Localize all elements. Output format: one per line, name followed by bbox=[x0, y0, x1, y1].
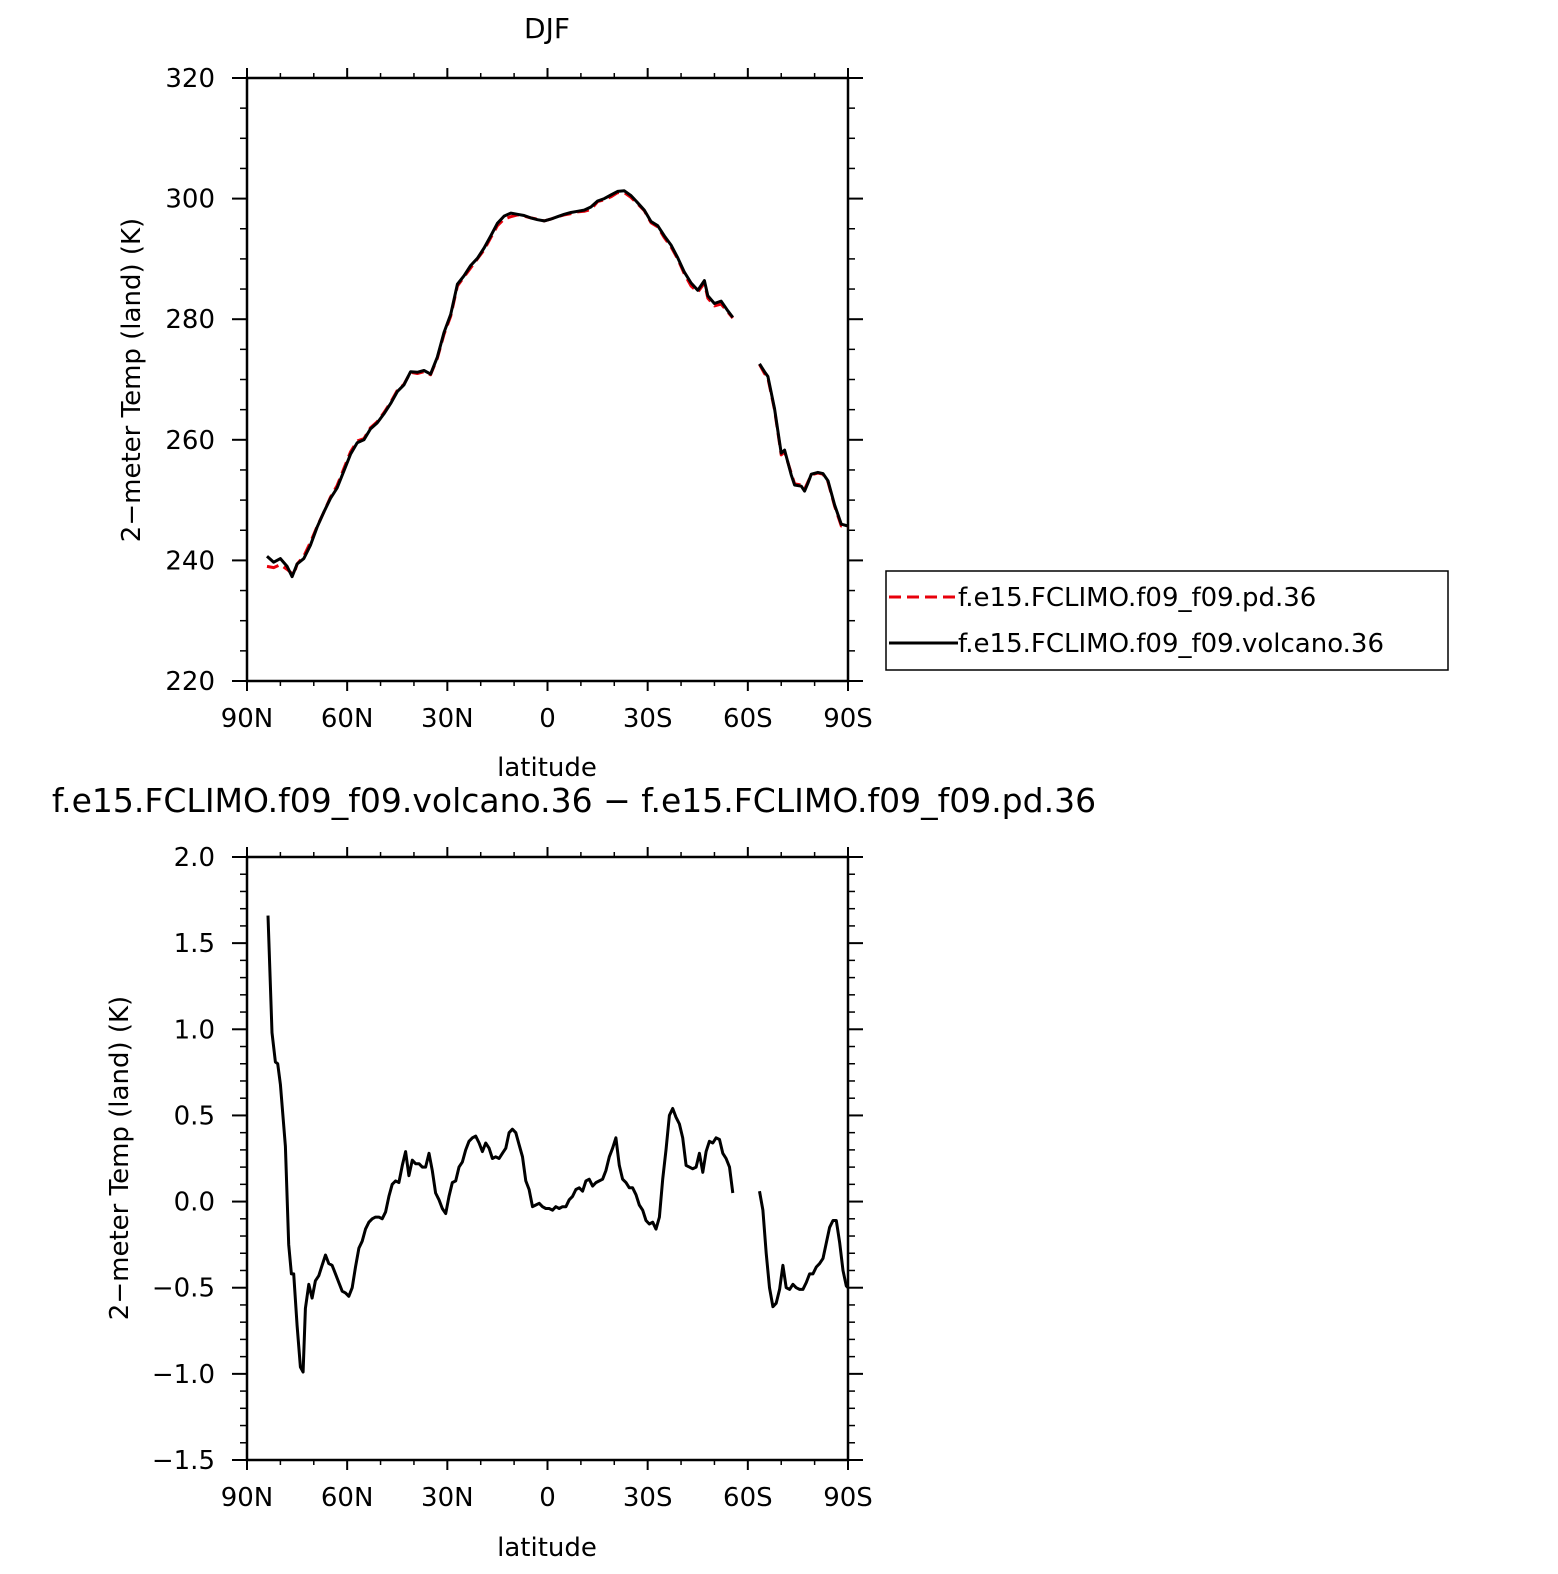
top-chart-y-tick-label: 320 bbox=[165, 64, 215, 94]
top-chart-y-axis-label: 2−meter Temp (land) (K) bbox=[117, 218, 147, 542]
bottom-chart-x-tick-label: 30N bbox=[421, 1483, 474, 1513]
bottom-chart-axes: 90N 60N 30N 0 30S 60S 90S 2.0 1.5 1.0 0.5 0.0 −0.5 −1… bbox=[152, 843, 873, 1513]
legend-label-volcano: f.e15.FCLIMO.f09_f09.volcano.36 bbox=[958, 629, 1384, 659]
top-chart-frame bbox=[245, 76, 850, 683]
bottom-chart-series-line-0 bbox=[758, 1190, 850, 1309]
bottom-chart-y-tick-label: −1.0 bbox=[152, 1360, 215, 1390]
top-chart-x-tick-label: 90S bbox=[823, 704, 873, 734]
top-chart-y-tick-label: 220 bbox=[165, 667, 215, 697]
bottom-chart-series-line-0 bbox=[266, 915, 735, 1374]
top-chart-x-tick-label: 30S bbox=[623, 704, 673, 734]
bottom-chart-x-tick-label: 0 bbox=[539, 1483, 556, 1513]
bottom-chart-x-tick-label: 30S bbox=[623, 1483, 673, 1513]
bottom-chart-x-axis-label: latitude bbox=[497, 1533, 597, 1563]
top-chart-x-tick-label: 60N bbox=[321, 704, 374, 734]
bottom-chart-panel: f.e15.FCLIMO.f09_f09.volcano.36 − f.e15.… bbox=[52, 781, 1096, 1563]
bottom-chart-title: f.e15.FCLIMO.f09_f09.volcano.36 − f.e15.… bbox=[52, 781, 1096, 820]
top-chart-panel: DJF 90N 60N 30N 0 30S 60S 90S 320 300 280 260 240 22… bbox=[117, 12, 873, 783]
top-chart-x-tick-label: 90N bbox=[221, 704, 274, 734]
bottom-chart-lines bbox=[266, 915, 850, 1374]
top-chart-x-tick-label: 60S bbox=[723, 704, 773, 734]
bottom-chart-y-tick-label: 1.0 bbox=[174, 1015, 215, 1045]
top-chart-x-tick-label: 30N bbox=[421, 704, 474, 734]
top-chart-x-axis-label: latitude bbox=[497, 753, 597, 783]
top-chart-y-tick-label: 280 bbox=[165, 305, 215, 335]
bottom-chart-y-tick-label: −0.5 bbox=[152, 1274, 215, 1304]
bottom-chart-y-tick-label: −1.5 bbox=[152, 1446, 215, 1476]
bottom-chart-x-tick-label: 90N bbox=[221, 1483, 274, 1513]
top-chart-series-line-0 bbox=[266, 191, 734, 577]
top-chart-x-tick-label: 0 bbox=[539, 704, 556, 734]
legend-box bbox=[885, 570, 1449, 671]
bottom-chart-y-tick-label: 1.5 bbox=[174, 929, 215, 959]
top-chart-y-tick-label: 240 bbox=[165, 546, 215, 576]
bottom-chart-y-tick-label: 2.0 bbox=[174, 843, 215, 873]
legend-label-pd: f.e15.FCLIMO.f09_f09.pd.36 bbox=[958, 583, 1316, 613]
bottom-chart-x-tick-label: 90S bbox=[823, 1483, 873, 1513]
top-chart-y-tick-label: 300 bbox=[165, 185, 215, 215]
top-chart-lines bbox=[265, 189, 849, 579]
bottom-chart-y-tick-label: 0.5 bbox=[174, 1101, 215, 1131]
bottom-chart-x-tick-label: 60N bbox=[321, 1483, 374, 1513]
legend: f.e15.FCLIMO.f09_f09.pd.36 f.e15.FCLIMO.… bbox=[885, 570, 1449, 671]
bottom-chart-y-axis-label: 2−meter Temp (land) (K) bbox=[105, 996, 135, 1320]
bottom-chart-x-tick-label: 60S bbox=[723, 1483, 773, 1513]
bottom-chart-frame bbox=[245, 855, 850, 1462]
top-chart-title: DJF bbox=[524, 12, 570, 45]
top-chart-series-line-1 bbox=[265, 189, 734, 579]
top-chart-y-tick-label: 260 bbox=[165, 426, 215, 456]
top-chart-series-line-1 bbox=[758, 362, 849, 528]
bottom-chart-y-tick-label: 0.0 bbox=[174, 1188, 215, 1218]
top-chart-axes: 90N 60N 30N 0 30S 60S 90S 320 300 280 260 240 220 bbox=[165, 64, 872, 734]
